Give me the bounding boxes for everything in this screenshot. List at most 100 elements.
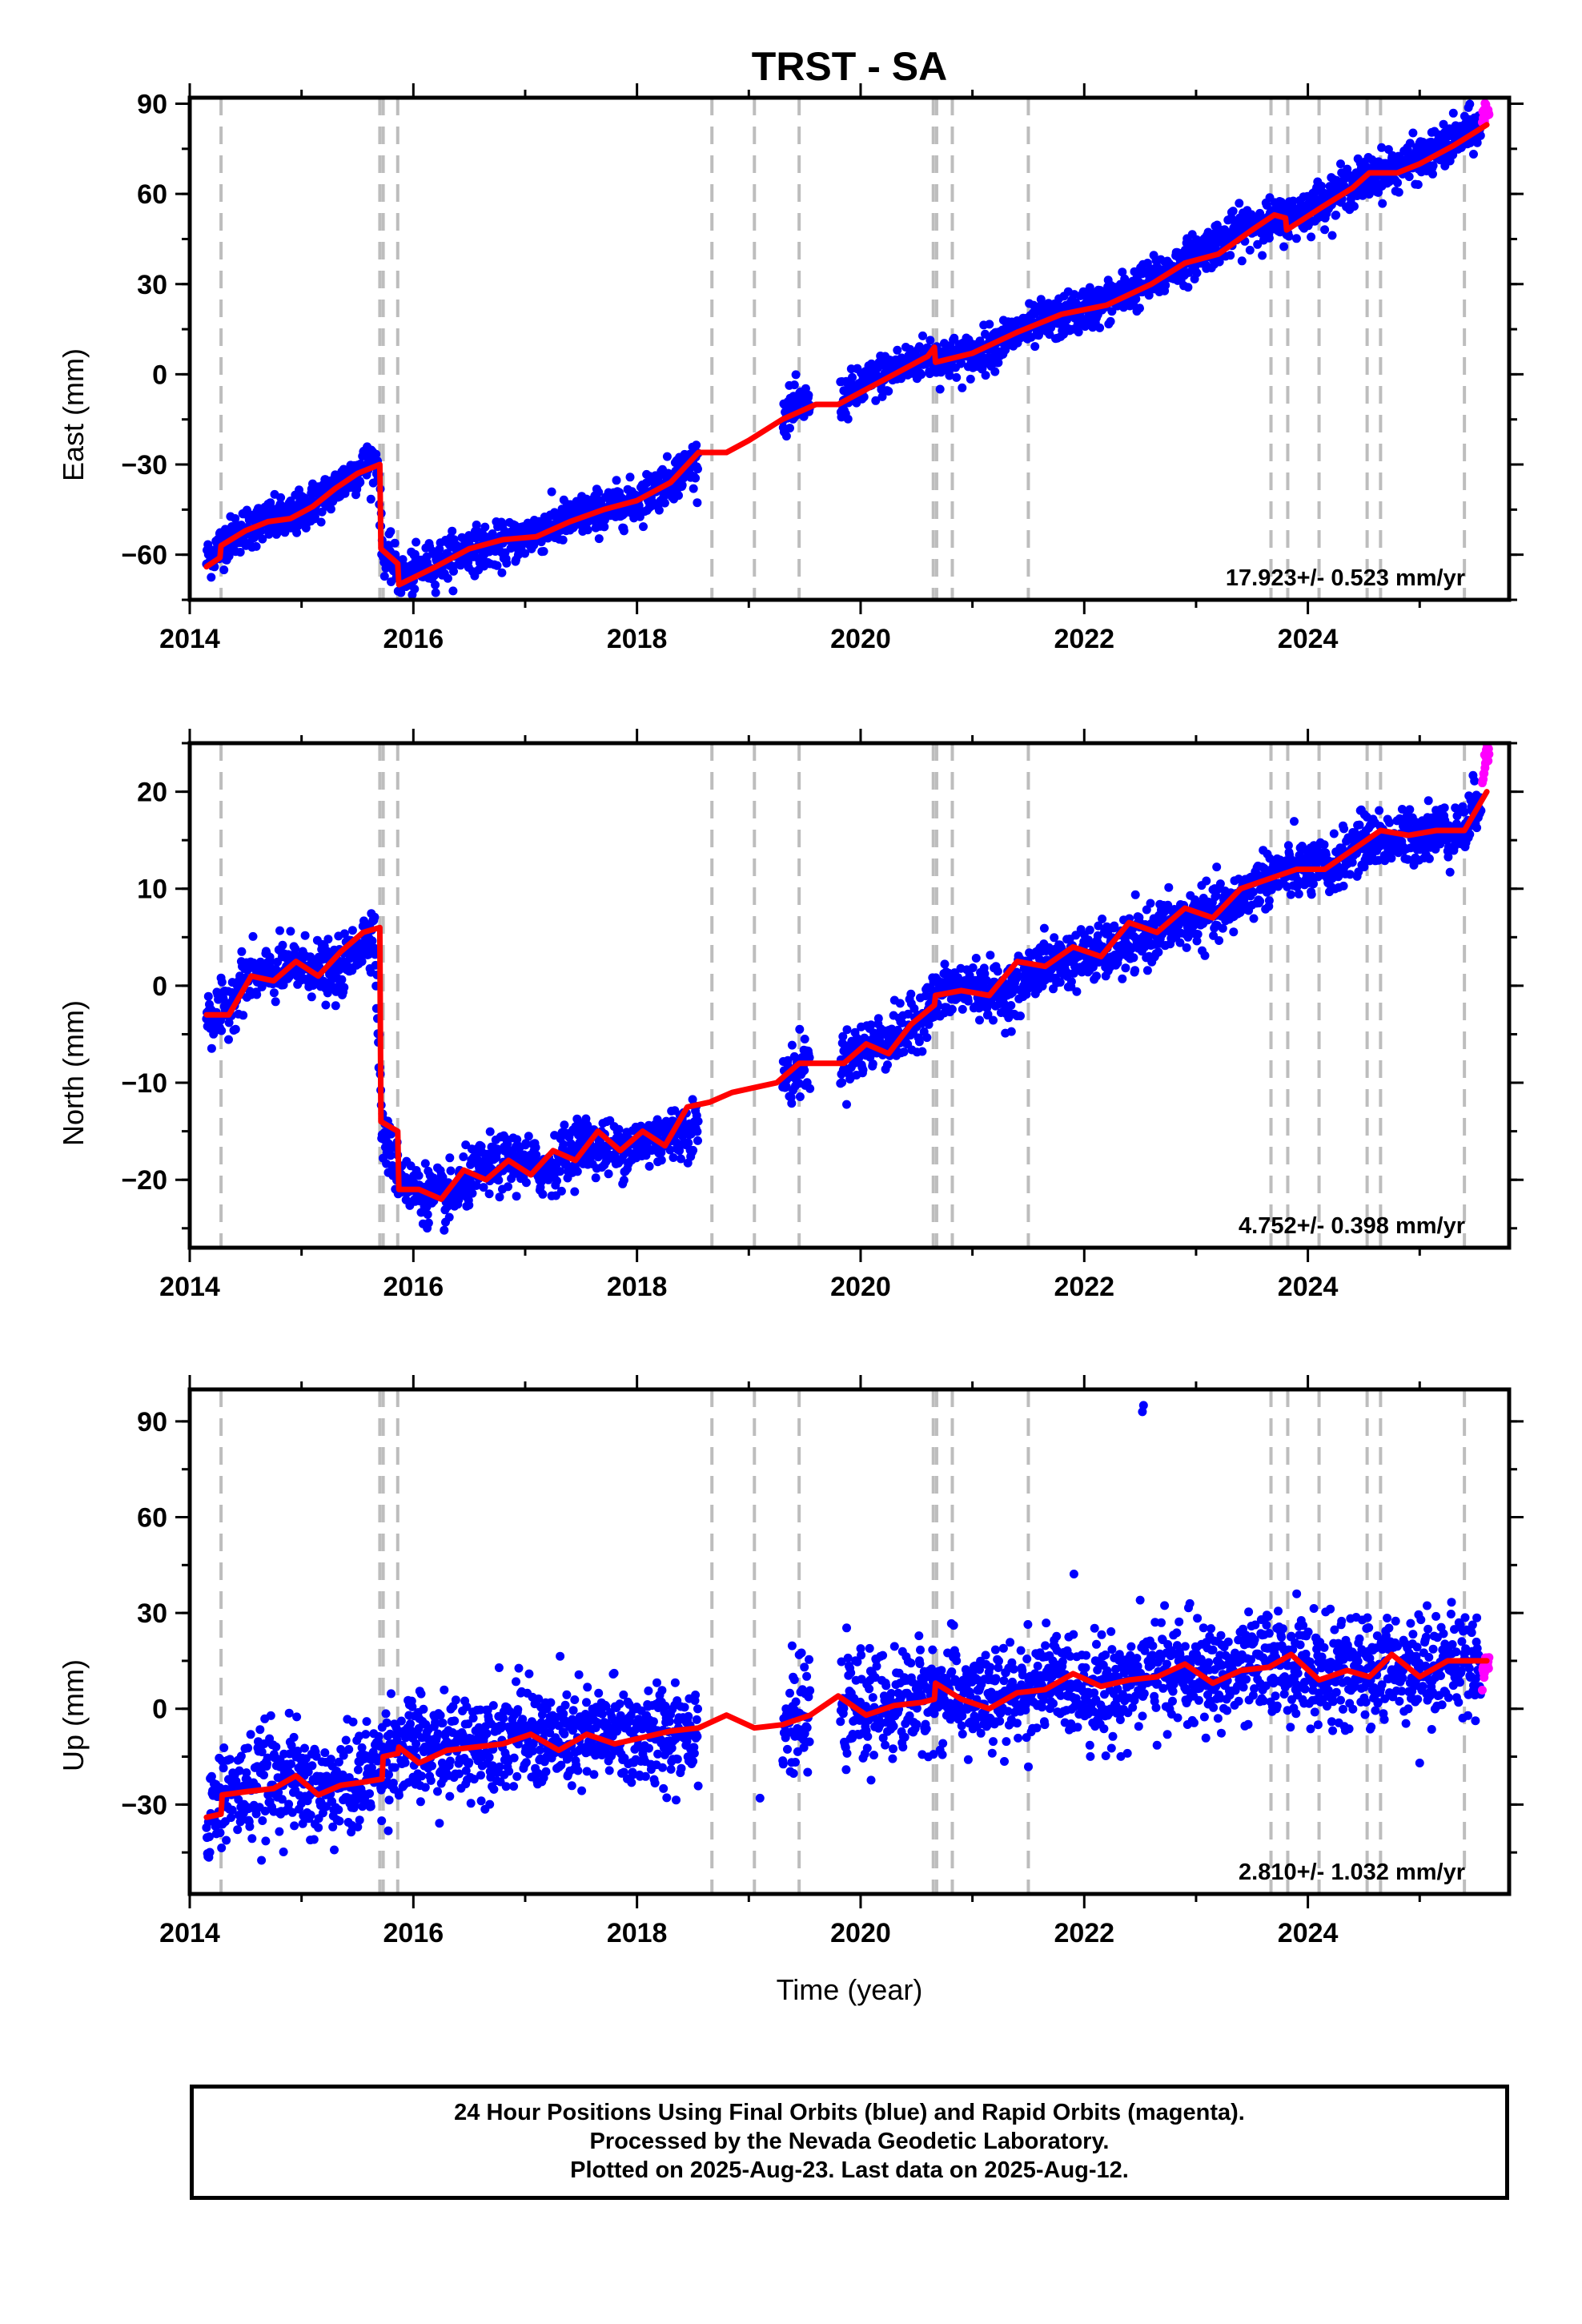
data-point [982, 975, 991, 985]
data-point [1192, 936, 1202, 946]
data-point [958, 383, 967, 392]
data-point [258, 534, 267, 544]
data-point [1284, 231, 1294, 241]
data-point [357, 957, 367, 967]
data-point [1235, 199, 1244, 208]
data-point [906, 989, 916, 999]
x-tick-label: 2014 [159, 624, 220, 654]
data-point [1215, 879, 1225, 889]
data-point [693, 1116, 703, 1126]
data-point [935, 384, 945, 394]
data-point [279, 980, 288, 990]
data-point [547, 487, 556, 497]
data-point [1331, 211, 1341, 219]
data-point [410, 549, 420, 559]
data-point [316, 517, 326, 527]
data-point [924, 1019, 934, 1029]
data-point [410, 585, 420, 593]
data-point [326, 505, 335, 514]
data-point [783, 1055, 793, 1065]
data-point [207, 1043, 216, 1053]
data-point [1006, 1001, 1016, 1010]
data-point [1062, 315, 1072, 324]
data-point [689, 484, 698, 493]
data-point [785, 424, 794, 433]
data-point [275, 926, 284, 935]
data-point [1228, 207, 1238, 216]
data-point [795, 1092, 805, 1101]
data-point [644, 1161, 654, 1171]
data-point [1094, 921, 1103, 931]
data-point [494, 1176, 504, 1185]
data-point [801, 384, 810, 393]
data-point [431, 588, 440, 597]
data-point [619, 526, 628, 536]
data-point [497, 568, 507, 577]
data-point [269, 988, 279, 998]
data-point [968, 963, 978, 972]
data-point [676, 1154, 685, 1164]
data-point [883, 1060, 892, 1070]
data-point [1472, 138, 1482, 147]
data-point [257, 982, 267, 991]
data-point [1249, 914, 1259, 923]
data-point [918, 331, 927, 340]
data-point [492, 561, 502, 570]
data-point [502, 558, 512, 568]
data-point [266, 957, 275, 967]
data-point [805, 1084, 815, 1093]
data-point [866, 1020, 876, 1030]
data-point [871, 396, 881, 405]
data-point [251, 541, 261, 551]
data-point [1118, 267, 1127, 277]
data-point [594, 534, 604, 544]
data-point [1264, 896, 1274, 906]
data-point [1291, 234, 1301, 243]
data-point [1377, 143, 1387, 152]
data-point [207, 573, 216, 582]
data-point [379, 572, 389, 581]
data-point [1142, 966, 1152, 975]
data-point [1074, 328, 1083, 337]
data-point [1118, 974, 1127, 983]
data-point [805, 1053, 814, 1063]
data-point [1164, 883, 1174, 892]
data-point [448, 586, 458, 596]
data-point [884, 387, 893, 396]
data-point [917, 370, 926, 380]
data-point [1465, 99, 1475, 109]
data-point [1339, 824, 1349, 834]
data-point [971, 954, 981, 963]
data-point [1192, 268, 1202, 278]
data-point [800, 1066, 809, 1075]
data-point [443, 573, 452, 583]
data-point [1378, 199, 1387, 208]
data-point [958, 1004, 967, 1014]
data-point [219, 995, 228, 1004]
data-point [248, 931, 258, 941]
data-point [1129, 953, 1138, 963]
data-point [1255, 208, 1265, 218]
data-point [594, 488, 604, 497]
data-point [989, 1015, 998, 1025]
data-point [235, 548, 245, 557]
data-point [868, 1059, 877, 1068]
data-point [1393, 178, 1402, 187]
data-point [1375, 806, 1384, 815]
data-point [503, 1139, 512, 1148]
data-point [1193, 930, 1203, 939]
data-point [464, 1200, 474, 1210]
data-point [412, 537, 421, 547]
data-point [444, 1212, 454, 1222]
data-point [440, 1225, 449, 1235]
data-point [1428, 169, 1437, 179]
data-point [203, 991, 213, 1001]
data-point [1237, 256, 1247, 266]
data-point [445, 1153, 455, 1163]
data-point [495, 1192, 504, 1202]
data-point [1350, 202, 1359, 211]
data-point [1013, 972, 1022, 982]
data-point [1283, 841, 1293, 850]
data-point [1320, 225, 1330, 235]
